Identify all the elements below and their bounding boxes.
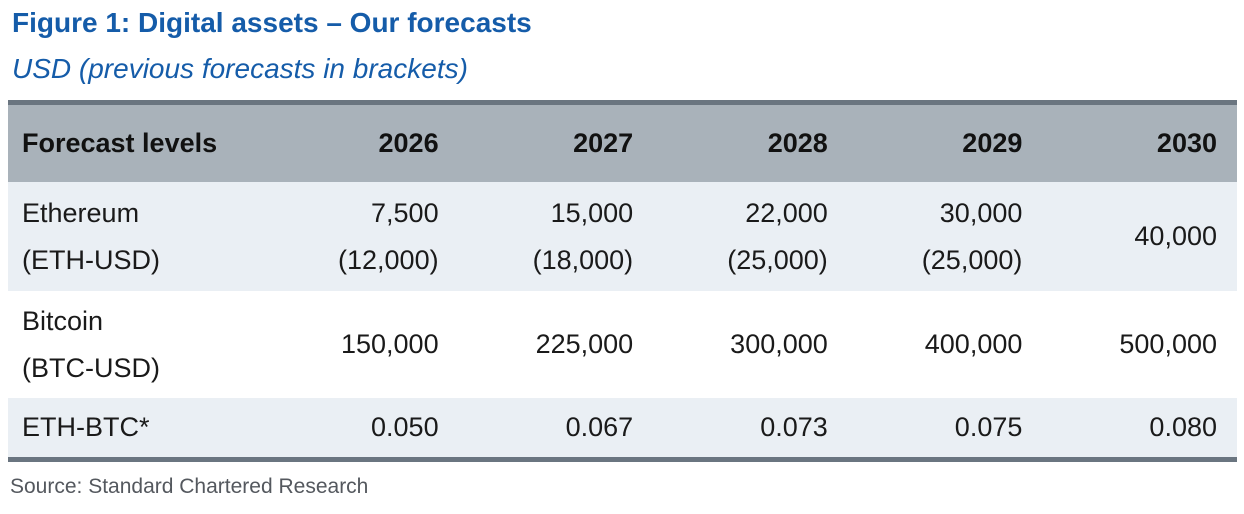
forecast-value: 40,000 [1134, 221, 1217, 251]
forecast-value: 22,000 [745, 197, 828, 228]
forecast-cell-btc-2029: 400,000 [848, 291, 1043, 398]
forecast-value: 0.075 [954, 411, 1023, 442]
column-header-2030: 2030 [1042, 102, 1237, 182]
forecast-value: 0.067 [565, 411, 634, 442]
forecast-value: 0.073 [760, 411, 828, 442]
row-label-cell-ethereum: Ethereum (ETH-USD) [8, 182, 264, 291]
forecast-table: Forecast levels 2026 2027 2028 2029 2030… [8, 100, 1237, 462]
forecast-value: 300,000 [730, 329, 828, 359]
forecast-cell-eth-2030: 40,000 [1042, 182, 1237, 291]
forecast-cell-ethbtc-2028: 0.073 [653, 398, 848, 459]
asset-ticker: (BTC-USD) [22, 352, 160, 383]
column-header-2027: 2027 [458, 102, 654, 182]
forecast-cell-eth-2027: 15,000 (18,000) [459, 182, 654, 291]
figure-subtitle: USD (previous forecasts in brackets) [12, 53, 468, 84]
forecast-cell-ethbtc-2027: 0.067 [459, 398, 654, 459]
source-note: Source: Standard Chartered Research [10, 474, 369, 498]
forecast-cell-eth-2029: 30,000 (25,000) [848, 182, 1043, 291]
table-header-row: Forecast levels 2026 2027 2028 2029 2030 [8, 102, 1237, 182]
figure-container: Figure 1: Digital assets – Our forecasts… [8, 7, 1237, 498]
forecast-cell-ethbtc-2026: 0.050 [264, 398, 459, 459]
forecast-cell-btc-2030: 500,000 [1042, 291, 1237, 398]
forecast-cell-btc-2028: 300,000 [653, 291, 848, 398]
forecast-value: 30,000 [939, 197, 1023, 228]
asset-ticker: (ETH-USD) [22, 244, 160, 275]
forecast-value: 225,000 [535, 329, 634, 359]
figure-title: Figure 1: Digital assets – Our forecasts [12, 7, 532, 38]
asset-name: Ethereum [22, 197, 140, 228]
previous-forecast-value: (12,000) [338, 244, 439, 275]
previous-forecast-value: (25,000) [727, 244, 828, 275]
column-header-forecast-levels: Forecast levels [8, 102, 264, 182]
table-row-eth-btc: ETH-BTC* 0.050 0.067 0.073 0.075 0.080 [8, 398, 1237, 459]
forecast-value: 15,000 [550, 197, 634, 228]
forecast-value: 500,000 [1119, 329, 1217, 359]
forecast-value: 400,000 [924, 329, 1023, 359]
column-header-2026: 2026 [264, 102, 459, 182]
forecast-cell-ethbtc-2029: 0.075 [848, 398, 1043, 459]
column-header-2029: 2029 [847, 102, 1043, 182]
table-row-bitcoin: Bitcoin (BTC-USD) 150,000 225,000 300,00… [8, 291, 1237, 398]
forecast-value: 0.080 [1149, 411, 1217, 442]
forecast-cell-eth-2028: 22,000 (25,000) [653, 182, 848, 291]
forecast-value: 7,500 [371, 197, 439, 228]
column-header-2028: 2028 [653, 102, 848, 182]
forecast-cell-eth-2026: 7,500 (12,000) [264, 182, 459, 291]
previous-forecast-value: (18,000) [532, 244, 634, 275]
asset-name: ETH-BTC* [22, 411, 150, 442]
table-row-ethereum: Ethereum (ETH-USD) 7,500 (12,000) 15,000… [8, 182, 1237, 291]
row-label-cell-bitcoin: Bitcoin (BTC-USD) [8, 291, 264, 398]
forecast-cell-btc-2027: 225,000 [459, 291, 654, 398]
forecast-value: 0.050 [371, 411, 439, 442]
forecast-value: 150,000 [340, 329, 439, 359]
asset-name: Bitcoin [22, 305, 104, 336]
forecast-cell-ethbtc-2030: 0.080 [1042, 398, 1237, 459]
previous-forecast-value: (25,000) [921, 244, 1023, 275]
row-label-cell-eth-btc: ETH-BTC* [8, 398, 264, 459]
forecast-cell-btc-2026: 150,000 [264, 291, 459, 398]
